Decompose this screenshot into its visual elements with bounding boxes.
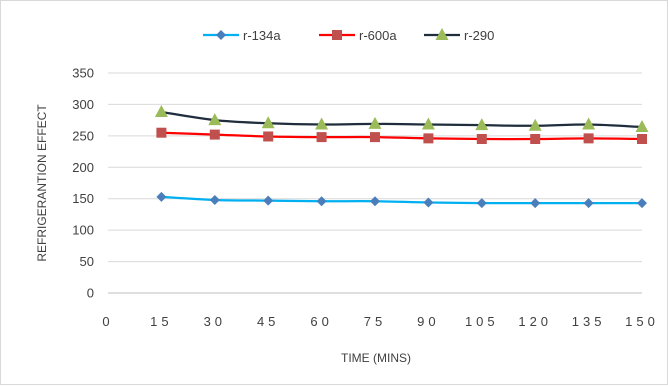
x-tick-label-120: 120 (518, 314, 552, 329)
data-point-r-600a-30 (209, 129, 220, 140)
data-point-r-290-90 (421, 117, 435, 130)
data-point-r-134a-135 (583, 198, 594, 209)
data-point-r-600a-105 (476, 134, 487, 144)
series-line-r-600a (161, 131, 643, 141)
x-tick-label-45: 45 (257, 314, 279, 329)
x-tick-label-30: 30 (204, 314, 226, 329)
x-tick-label-60: 60 (310, 314, 332, 329)
data-point-r-600a-90 (423, 133, 434, 144)
data-point-r-290-120 (528, 118, 542, 131)
series-line-r-134a (161, 195, 642, 205)
data-point-r-600a-75 (370, 132, 380, 143)
data-point-r-134a-120 (530, 198, 541, 209)
y-tick-label-100: 100 (72, 223, 94, 238)
data-point-r-290-75 (368, 116, 382, 129)
data-point-r-134a-60 (316, 196, 327, 207)
x-tick-labels: 0 15 30 45 60 75 90 105 120 135 150 (102, 314, 659, 329)
data-point-r-290-30 (208, 113, 222, 126)
legend-label-r-134a: r-134a (243, 28, 281, 43)
data-point-r-134a-45 (263, 195, 274, 206)
series-line-r-290 (161, 110, 643, 129)
data-point-r-134a-150 (637, 198, 647, 209)
data-point-r-134a-15 (156, 191, 167, 202)
x-tick-label-135: 135 (572, 314, 606, 329)
y-tick-label-200: 200 (72, 160, 94, 175)
y-axis-title: REFRIGERANTION EFFECT (35, 104, 49, 262)
x-tick-label-90: 90 (417, 314, 439, 329)
data-point-r-134a-30 (209, 194, 220, 205)
x-tick-label-75: 75 (364, 314, 386, 329)
series-lines (161, 110, 643, 205)
data-point-r-600a-135 (583, 133, 594, 144)
data-point-r-290-45 (261, 116, 275, 129)
data-point-r-600a-15 (156, 127, 167, 138)
series-markers (154, 104, 649, 209)
data-point-r-600a-45 (263, 131, 274, 142)
y-tick-labels: 0 50 100 150 200 250 300 350 (72, 66, 94, 301)
x-tick-label-0: 0 (102, 314, 113, 329)
x-axis-title: TIME (MINS) (341, 351, 411, 365)
data-point-r-134a-75 (370, 196, 380, 207)
legend: r-134a r-600a r-290 (203, 28, 494, 43)
y-tick-label-250: 250 (72, 128, 94, 143)
data-point-r-290-60 (315, 117, 329, 130)
data-point-r-290-15 (154, 104, 168, 117)
y-tick-label-300: 300 (72, 97, 94, 112)
data-point-r-600a-60 (316, 132, 327, 143)
y-tick-label-50: 50 (80, 254, 94, 269)
y-tick-label-0: 0 (87, 286, 94, 301)
x-tick-label-105: 105 (465, 314, 499, 329)
data-point-r-290-150 (635, 120, 649, 133)
y-tick-label-350: 350 (72, 66, 94, 81)
x-tick-label-15: 15 (150, 314, 172, 329)
legend-label-r-290: r-290 (464, 28, 494, 43)
gridlines (108, 72, 642, 263)
legend-marker-r-600a (332, 30, 342, 40)
data-point-r-600a-150 (637, 134, 647, 144)
legend-marker-r-134a (216, 30, 226, 40)
x-tick-label-150: 150 (625, 314, 659, 329)
data-point-r-134a-90 (423, 197, 434, 208)
data-point-r-600a-120 (530, 134, 541, 144)
legend-label-r-600a: r-600a (359, 28, 397, 43)
data-point-r-134a-105 (476, 198, 487, 209)
legend-marker-r-290 (435, 28, 449, 40)
data-point-r-290-105 (475, 118, 489, 131)
y-tick-label-150: 150 (72, 191, 94, 206)
data-point-r-290-135 (582, 117, 596, 130)
